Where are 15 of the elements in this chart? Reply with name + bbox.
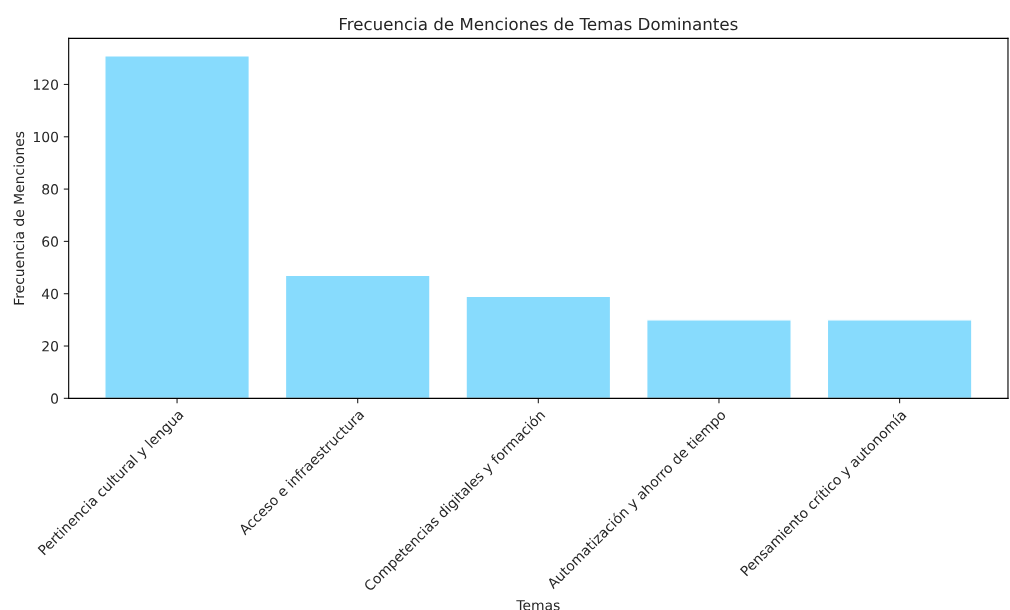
bar — [465, 295, 612, 399]
chart-title: Frecuencia de Menciones de Temas Dominantes — [339, 17, 738, 31]
y-tick-label: 60 — [42, 236, 59, 247]
bar — [104, 54, 251, 399]
y-tick-label: 80 — [42, 184, 59, 195]
y-tick-label: 40 — [41, 288, 59, 300]
x-axis-title: Temas — [516, 600, 560, 610]
bar — [646, 319, 792, 399]
y-tick-label: 100 — [33, 131, 59, 143]
y-tick-label: 0 — [51, 393, 59, 404]
bar — [284, 274, 431, 399]
y-axis-title: Frecuencia de Menciones — [13, 131, 25, 305]
y-tick-label: 120 — [33, 79, 59, 90]
y-tick-label: 20 — [42, 340, 59, 352]
bar — [826, 319, 973, 399]
